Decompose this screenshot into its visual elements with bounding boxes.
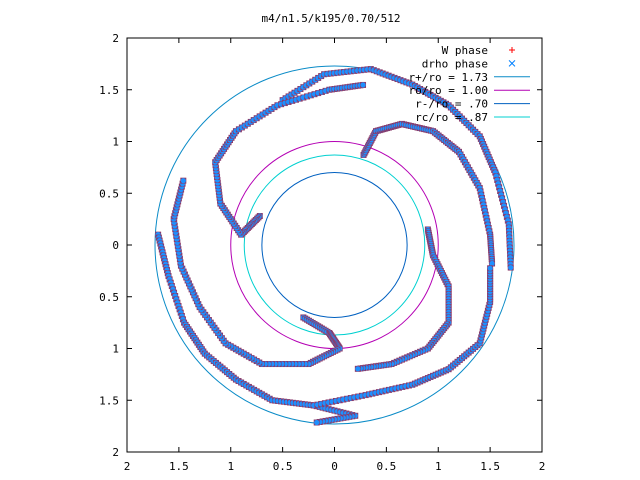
arm-se-outer <box>310 265 494 409</box>
legend-label-3: ro/ro = 1.00 <box>409 84 488 97</box>
drho-phase-point <box>314 419 320 426</box>
chart-title: m4/n1.5/k195/0.70/512 <box>261 12 400 25</box>
x-tick-label: 1.5 <box>480 460 500 473</box>
arm-e-inner <box>354 226 452 372</box>
drho-phase-point <box>508 264 514 271</box>
arm-ne-inner <box>360 120 496 267</box>
y-tick-label: 0.5 <box>99 291 119 304</box>
spiral-arm-points <box>155 66 514 426</box>
drho-phase-point <box>487 265 493 271</box>
y-tick-label: 0 <box>112 239 119 252</box>
arm-s-inner <box>170 177 343 368</box>
reference-circle-2 <box>261 172 408 318</box>
x-tick-label: 1 <box>227 460 234 473</box>
drho-phase-point <box>360 82 366 88</box>
x-tick-label: 2 <box>124 460 131 473</box>
x-tick-label: 2 <box>539 460 546 473</box>
x-tick-label: 1 <box>435 460 442 473</box>
arm-w-inner <box>212 81 367 238</box>
legend-marker-cross-2 <box>508 60 516 67</box>
legend-label-5: rc/ro = .87 <box>415 111 488 124</box>
drho-phase-point <box>180 178 186 184</box>
y-tick-label: 1.5 <box>99 394 119 407</box>
legend-label-4: r-/ro = .70 <box>415 98 488 111</box>
y-tick-label: 1 <box>112 343 119 356</box>
legend-label-2: r+/ro = 1.73 <box>409 71 488 84</box>
reference-circle-3 <box>243 154 426 336</box>
y-tick-label: 0.5 <box>99 187 119 200</box>
arm-ne-outer <box>279 66 514 271</box>
drho-phase-point <box>489 260 495 267</box>
x-tick-label: 0 <box>331 460 338 473</box>
drho-phase-point <box>355 366 361 372</box>
legend-label-0: W phase <box>442 44 488 57</box>
y-tick-label: 1.5 <box>99 84 119 97</box>
reference-circle-0 <box>154 65 515 425</box>
x-tick-label: 0.5 <box>376 460 396 473</box>
x-tick-label: 1.5 <box>169 460 189 473</box>
arm-w-outer <box>155 231 359 426</box>
y-tick-label: 2 <box>112 446 119 459</box>
y-tick-label: 2 <box>112 32 119 45</box>
x-tick-label: 0.5 <box>273 460 293 473</box>
y-tick-label: 1 <box>112 136 119 149</box>
legend-label-1: drho phase <box>422 57 488 70</box>
axis-ticks: 2 1.5 1 0.5 0 0.5 1 1.5 221.510.500.511.52 <box>99 32 545 473</box>
